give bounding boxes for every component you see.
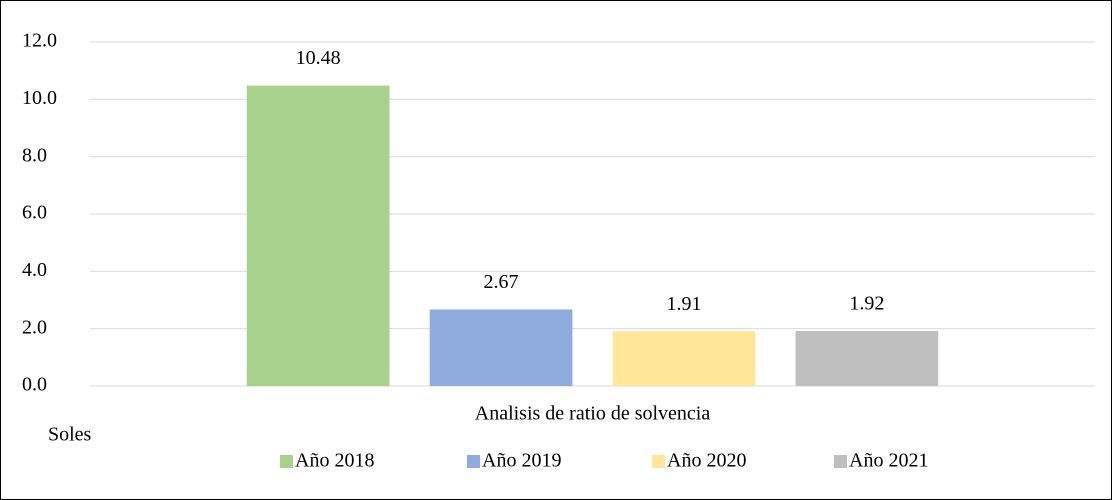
- legend-swatch: [280, 455, 293, 468]
- legend-swatch: [652, 455, 665, 468]
- legend-swatch: [834, 455, 847, 468]
- y-tick-label: 6.0: [22, 202, 47, 224]
- legend-swatch: [467, 455, 480, 468]
- bar: [612, 331, 756, 386]
- y-tick-label: 12.0: [22, 30, 57, 52]
- legend-label: Año 2019: [482, 450, 561, 472]
- data-label: 10.48: [296, 47, 341, 69]
- y-tick-label: 0.0: [22, 374, 47, 396]
- bar: [246, 85, 390, 386]
- data-label: 1.91: [666, 293, 701, 315]
- y-tick-label: 2.0: [22, 316, 47, 338]
- legend-label: Año 2021: [849, 450, 928, 472]
- bar: [795, 330, 939, 386]
- data-label: 1.92: [849, 293, 884, 315]
- y-tick-label: 4.0: [22, 259, 47, 281]
- legend-label: Año 2020: [667, 450, 746, 472]
- legend-label: Año 2018: [295, 450, 374, 472]
- y-tick-label: 8.0: [22, 144, 47, 166]
- x-tick-label: Analisis de ratio de solvencia: [475, 403, 711, 425]
- data-label: 2.67: [484, 271, 519, 293]
- y-axis-label: Soles: [48, 424, 92, 446]
- bar: [429, 309, 573, 386]
- y-tick-label: 10.0: [22, 87, 57, 109]
